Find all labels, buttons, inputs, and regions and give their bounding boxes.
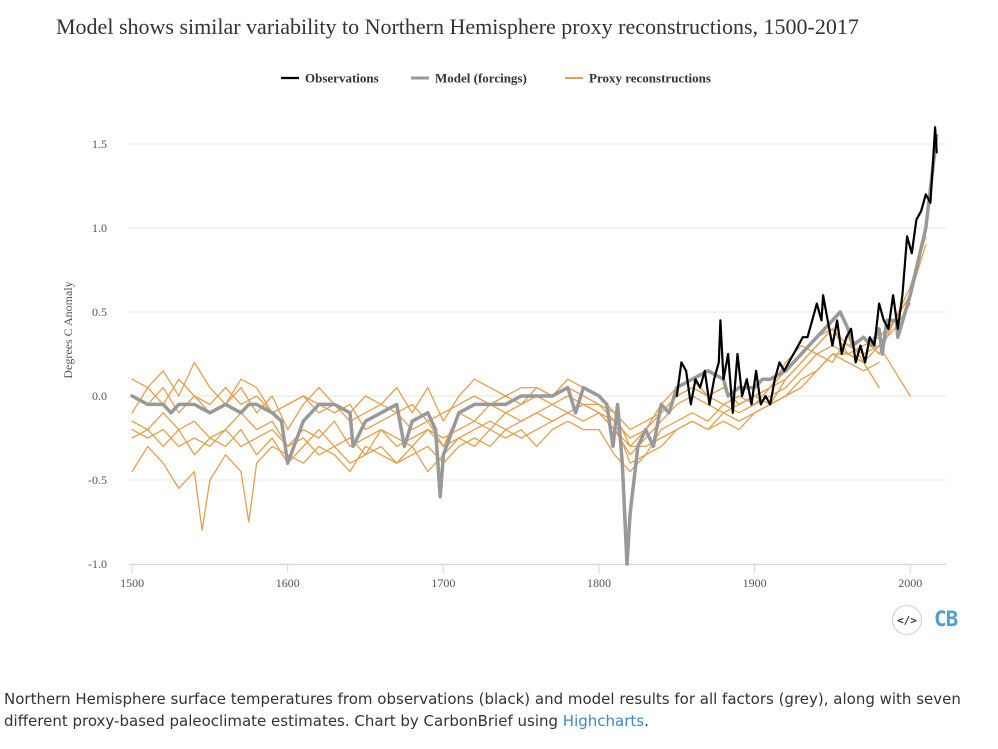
x-tick-label: 1900 xyxy=(743,576,767,590)
y-tick-label: 1.5 xyxy=(92,137,107,151)
chart-title: Model shows similar variability to North… xyxy=(56,14,859,39)
x-tick-label: 1500 xyxy=(120,576,144,590)
x-tick-label: 1800 xyxy=(587,576,611,590)
x-tick-label: 2000 xyxy=(898,576,922,590)
y-tick-label: 1.0 xyxy=(92,221,107,235)
legend-label: Model (forcings) xyxy=(435,71,527,86)
series-line-proxy-reconstructions[interactable] xyxy=(131,302,911,464)
legend-label: Observations xyxy=(305,71,379,86)
caption-text: Northern Hemisphere surface temperatures… xyxy=(4,690,961,730)
legend-item-model-forcings[interactable]: Model (forcings) xyxy=(411,71,527,86)
legend: Observations Model (forcings) Proxy recons… xyxy=(281,71,711,86)
series-line-proxy-reconstructions[interactable] xyxy=(131,328,880,439)
chart: -1.0 -0.5 0.0 0.5 1.0 1.5 1500 1600 1700 1800 1900… xyxy=(61,71,946,590)
carbonbrief-logo[interactable]: CB xyxy=(934,607,958,631)
axis-layer: -1.0 -0.5 0.0 0.5 1.0 1.5 1500 1600 1700 1800 1900… xyxy=(88,137,946,590)
caption: Northern Hemisphere surface temperatures… xyxy=(4,688,989,732)
series-line-proxy-reconstructions[interactable] xyxy=(131,294,911,456)
caption-end: . xyxy=(644,712,649,730)
legend-item-observations[interactable]: Observations xyxy=(281,71,379,86)
series-line-proxy-reconstructions[interactable] xyxy=(131,244,927,464)
y-axis-label: Degrees C Anomaly xyxy=(61,281,75,378)
y-tick-label: 0.5 xyxy=(92,305,107,319)
series-layer xyxy=(130,126,939,566)
x-tick-label: 1600 xyxy=(276,576,300,590)
series-line-model-forcings[interactable] xyxy=(130,133,939,566)
embed-code-button[interactable]: </> xyxy=(892,605,922,635)
series-line-observations[interactable] xyxy=(675,126,938,414)
legend-item-proxy-reconstructions[interactable]: Proxy reconstructions xyxy=(565,71,711,86)
y-tick-label: -0.5 xyxy=(88,473,107,487)
x-tick-label: 1700 xyxy=(431,576,455,590)
y-tick-label: -1.0 xyxy=(88,557,107,571)
y-tick-label: 0.0 xyxy=(92,389,107,403)
legend-label: Proxy reconstructions xyxy=(589,71,711,86)
highcharts-link[interactable]: Highcharts xyxy=(562,712,645,730)
